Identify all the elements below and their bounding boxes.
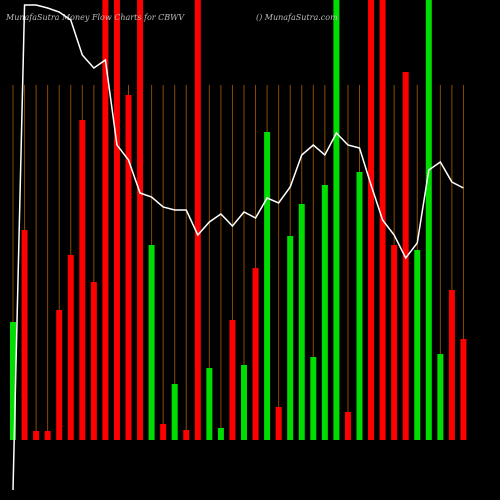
bar <box>113 0 120 440</box>
bar <box>414 250 421 440</box>
chart-subtitle: () MunafaSutra.com <box>256 13 338 22</box>
bar <box>448 290 455 440</box>
bar <box>310 357 317 440</box>
price-line <box>12 4 464 491</box>
bar <box>21 230 28 440</box>
bar <box>298 204 305 440</box>
bar <box>437 354 444 440</box>
bar <box>56 310 63 440</box>
bar <box>241 365 247 440</box>
bar <box>137 0 144 440</box>
bar <box>183 430 190 440</box>
bar <box>229 320 236 440</box>
bar <box>333 0 340 440</box>
bar <box>79 120 86 440</box>
bar <box>102 0 109 440</box>
bar <box>217 428 224 440</box>
bar <box>275 407 282 440</box>
bar <box>44 431 51 440</box>
bar <box>425 0 432 440</box>
bar <box>356 172 363 440</box>
bar <box>194 0 201 440</box>
bar <box>368 0 375 440</box>
bar <box>33 431 40 440</box>
bar <box>391 245 398 440</box>
bar <box>321 185 328 440</box>
bar <box>125 95 132 440</box>
bar <box>206 368 213 440</box>
bar <box>148 245 155 440</box>
bar <box>287 236 294 440</box>
bar <box>10 322 16 440</box>
bar <box>171 384 178 440</box>
chart-title: MunafaSutra Money Flow Charts for CBWV <box>5 13 185 22</box>
bar <box>90 282 97 440</box>
bar <box>402 72 409 440</box>
bar <box>264 132 271 440</box>
bar <box>67 255 74 440</box>
bar <box>252 268 259 440</box>
bar <box>460 339 467 440</box>
bar <box>160 424 167 440</box>
bar <box>344 412 351 440</box>
